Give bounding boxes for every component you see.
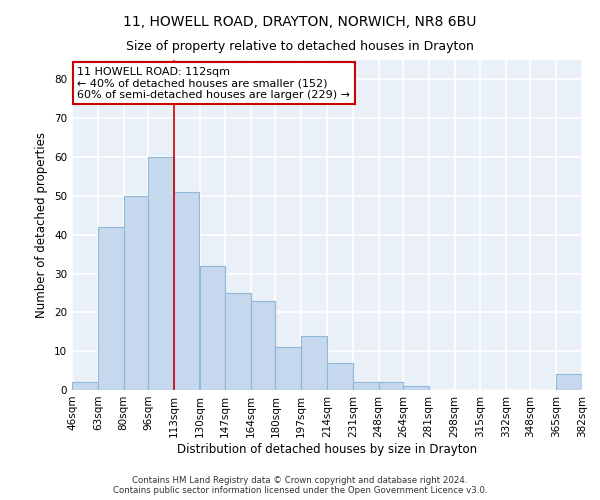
Bar xyxy=(98,227,124,390)
Bar xyxy=(173,192,199,390)
Text: Size of property relative to detached houses in Drayton: Size of property relative to detached ho… xyxy=(126,40,474,53)
Bar xyxy=(72,382,98,390)
Bar xyxy=(124,196,148,390)
Text: Contains HM Land Registry data © Crown copyright and database right 2024.
Contai: Contains HM Land Registry data © Crown c… xyxy=(113,476,487,495)
Bar xyxy=(556,374,582,390)
Bar xyxy=(275,348,301,390)
Y-axis label: Number of detached properties: Number of detached properties xyxy=(35,132,49,318)
Bar xyxy=(301,336,327,390)
Bar xyxy=(251,300,275,390)
Bar xyxy=(379,382,403,390)
Text: 11, HOWELL ROAD, DRAYTON, NORWICH, NR8 6BU: 11, HOWELL ROAD, DRAYTON, NORWICH, NR8 6… xyxy=(124,15,476,29)
Text: 11 HOWELL ROAD: 112sqm
← 40% of detached houses are smaller (152)
60% of semi-de: 11 HOWELL ROAD: 112sqm ← 40% of detached… xyxy=(77,66,350,100)
Bar xyxy=(327,363,353,390)
Bar xyxy=(226,293,251,390)
X-axis label: Distribution of detached houses by size in Drayton: Distribution of detached houses by size … xyxy=(177,442,477,456)
Bar xyxy=(148,157,173,390)
Bar xyxy=(403,386,428,390)
Bar xyxy=(199,266,226,390)
Bar xyxy=(353,382,379,390)
